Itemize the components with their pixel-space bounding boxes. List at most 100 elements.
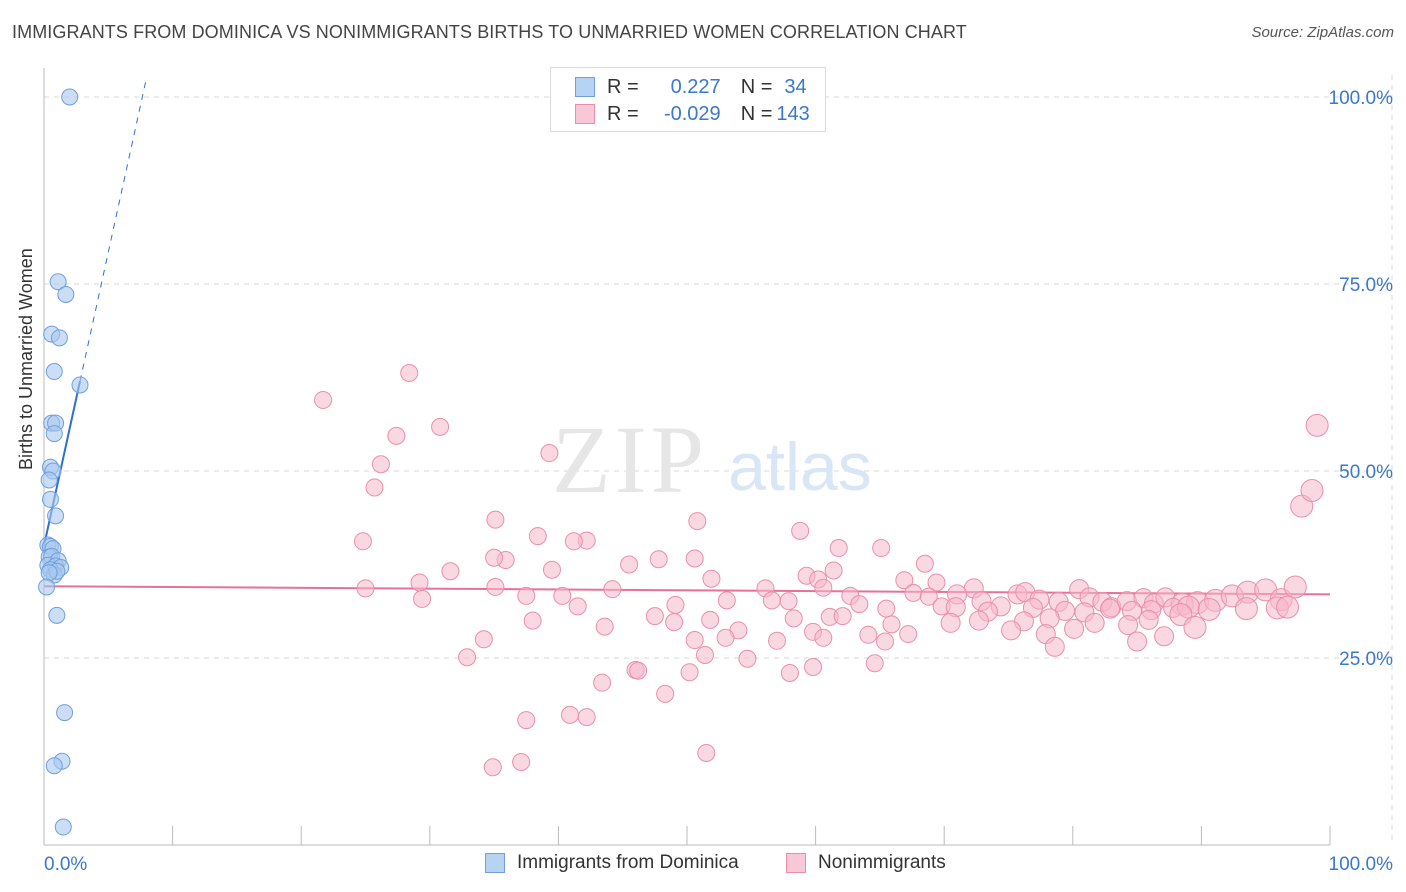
nonimmigrants-point	[716, 628, 735, 647]
legend-swatch-pink	[786, 853, 806, 873]
nonimmigrants-point	[717, 591, 736, 610]
nonimmigrants-point	[877, 599, 896, 618]
nonimmigrants-point	[899, 625, 918, 644]
nonimmigrants-point	[593, 673, 612, 692]
nonimmigrants-point	[603, 580, 622, 599]
watermark-zip: ZIP	[552, 406, 708, 513]
nonimmigrants-point	[685, 631, 704, 650]
dominica-point	[40, 471, 58, 489]
nonimmigrants-point	[486, 577, 505, 596]
nonimmigrants-point	[1276, 595, 1300, 619]
legend-r-label: R =	[607, 75, 639, 98]
dominica-point	[47, 507, 65, 525]
nonimmigrants-point	[1300, 478, 1324, 502]
legend-n-label: N =	[740, 75, 773, 98]
nonimmigrants-point	[876, 632, 895, 651]
axes	[43, 68, 1331, 846]
nonimmigrants-point	[474, 630, 493, 649]
nonimmigrants-point	[400, 364, 419, 383]
nonimmigrants-point	[1183, 615, 1207, 639]
nonimmigrants-point	[927, 573, 946, 592]
dominica-point	[38, 578, 56, 596]
nonimmigrants-point	[371, 455, 390, 474]
dominica-point	[45, 757, 63, 775]
nonimmigrants-point	[701, 610, 720, 629]
legend-row-nonimmigrants: R = -0.029 N = 143	[575, 101, 810, 127]
legend-swatch-pink	[575, 104, 595, 124]
nonimmigrants-point	[1305, 413, 1329, 437]
y-tick-label: 75.0%	[1339, 275, 1393, 296]
legend-item-label: Immigrants from Dominica	[517, 852, 739, 873]
nonimmigrants-point	[431, 417, 450, 436]
nonimmigrants-point	[696, 646, 715, 665]
nonimmigrants-point	[738, 649, 757, 668]
nonimmigrants-point	[915, 554, 934, 573]
dominica-point	[50, 329, 68, 347]
nonimmigrants-point	[540, 444, 559, 463]
nonimmigrants-point	[410, 573, 429, 592]
legend-n-value: 34	[784, 75, 807, 98]
nonimmigrants-point	[784, 609, 803, 628]
nonimmigrants-point	[528, 527, 547, 546]
nonimmigrants-point	[517, 586, 536, 605]
legend-r-value: 0.227	[670, 75, 721, 98]
nonimmigrants-point	[353, 532, 372, 551]
nonimmigrants-points	[314, 364, 1329, 777]
nonimmigrants-point	[824, 561, 843, 580]
correlation-legend: R = 0.227 N = 34 R = -0.029 N = 143	[550, 67, 826, 132]
dominica-point	[71, 376, 89, 394]
nonimmigrants-point	[1100, 598, 1121, 619]
nonimmigrants-point	[1138, 609, 1159, 630]
nonimmigrants-point	[485, 548, 504, 567]
nonimmigrants-point	[814, 628, 833, 647]
nonimmigrants-point	[895, 571, 914, 590]
nonimmigrants-point	[387, 426, 406, 445]
nonimmigrants-point	[882, 615, 901, 634]
x-tick-label: 0.0%	[44, 854, 87, 875]
legend-n-value: 143	[776, 102, 810, 125]
nonimmigrants-point	[666, 595, 685, 614]
nonimmigrants-point	[697, 743, 716, 762]
nonimmigrants-point	[768, 631, 787, 650]
grid-lines	[44, 75, 1393, 845]
chart-title: IMMIGRANTS FROM DOMINICA VS NONIMMIGRANT…	[12, 22, 967, 42]
nonimmigrants-point	[1064, 618, 1085, 639]
legend-r-label: R =	[607, 102, 639, 125]
nonimmigrants-point	[872, 539, 891, 558]
nonimmigrants-point	[904, 583, 923, 602]
nonimmigrants-point	[814, 578, 833, 597]
dominica-point	[56, 704, 74, 722]
nonimmigrants-point	[483, 758, 502, 777]
nonimmigrants-point	[441, 562, 460, 581]
trend-lines	[43, 81, 1331, 596]
legend-item-nonimmigrants: Nonimmigrants	[786, 852, 946, 874]
nonimmigrants-point	[1044, 636, 1065, 657]
nonimmigrants-point	[791, 521, 810, 540]
legend-item-label: Nonimmigrants	[818, 852, 946, 873]
tick-labels: 25.0% 50.0% 75.0% 100.0% 0.0% 100.0%	[44, 88, 1393, 875]
nonimmigrants-point	[919, 587, 938, 606]
nonimmigrants-point	[595, 617, 614, 636]
nonimmigrants-point	[517, 711, 536, 730]
nonimmigrants-point	[865, 654, 884, 673]
nonimmigrants-point	[512, 752, 531, 771]
y-axis-label: Births to Unmarried Women	[16, 248, 36, 470]
nonimmigrants-point	[1154, 626, 1175, 647]
nonimmigrants-point	[365, 478, 384, 497]
nonimmigrants-point	[702, 569, 721, 588]
legend-row-dominica: R = 0.227 N = 34	[575, 74, 807, 100]
y-tick-label: 25.0%	[1339, 649, 1393, 670]
dominica-point	[40, 564, 58, 582]
nonimmigrants-point	[553, 586, 572, 605]
nonimmigrants-point	[486, 510, 505, 529]
nonimmigrants-point	[542, 560, 561, 579]
nonimmigrants-point	[685, 549, 704, 568]
nonimmigrants-point	[833, 607, 852, 626]
nonimmigrants-point	[568, 597, 587, 616]
nonimmigrants-point	[1084, 612, 1105, 633]
legend-n-label: N =	[740, 102, 773, 125]
dominica-point	[57, 285, 75, 303]
nonimmigrants-point	[688, 512, 707, 531]
nonimmigrants-point	[1283, 575, 1307, 599]
